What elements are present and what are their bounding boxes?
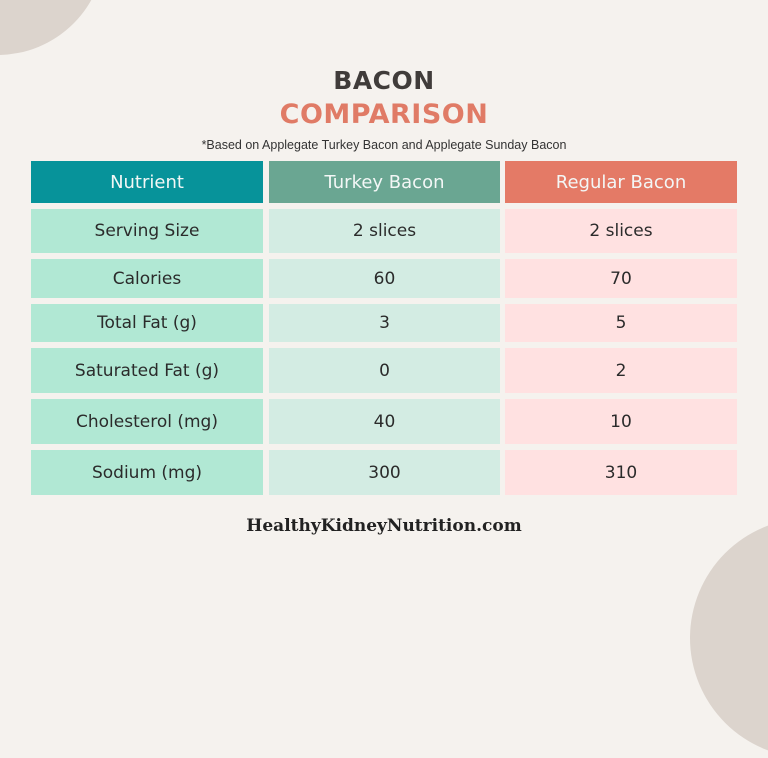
regular-value: 5 [505, 304, 737, 342]
page-title: BACON [333, 66, 435, 95]
turkey-value: 300 [269, 450, 500, 495]
column-header-turkey-bacon: Turkey Bacon [269, 161, 500, 203]
regular-value: 70 [505, 259, 737, 298]
decorative-circle-bottom-right [690, 518, 768, 758]
nutrient-label: Sodium (mg) [31, 450, 263, 495]
regular-value: 2 slices [505, 209, 737, 253]
turkey-value: 60 [269, 259, 500, 298]
footer-site-link[interactable]: HealthyKidneyNutrition.com [246, 516, 522, 536]
nutrient-label: Saturated Fat (g) [31, 348, 263, 393]
decorative-circle-top-left [0, 0, 105, 55]
nutrient-label: Total Fat (g) [31, 304, 263, 342]
turkey-value: 2 slices [269, 209, 500, 253]
page-subtitle: *Based on Applegate Turkey Bacon and App… [201, 138, 567, 152]
regular-value: 2 [505, 348, 737, 393]
nutrient-label: Serving Size [31, 209, 263, 253]
page-title-accent: COMPARISON [279, 99, 489, 130]
nutrient-label: Cholesterol (mg) [31, 399, 263, 444]
regular-value: 310 [505, 450, 737, 495]
turkey-value: 3 [269, 304, 500, 342]
regular-value: 10 [505, 399, 737, 444]
nutrient-label: Calories [31, 259, 263, 298]
turkey-value: 40 [269, 399, 500, 444]
column-header-regular-bacon: Regular Bacon [505, 161, 737, 203]
column-header-nutrient: Nutrient [31, 161, 263, 203]
turkey-value: 0 [269, 348, 500, 393]
